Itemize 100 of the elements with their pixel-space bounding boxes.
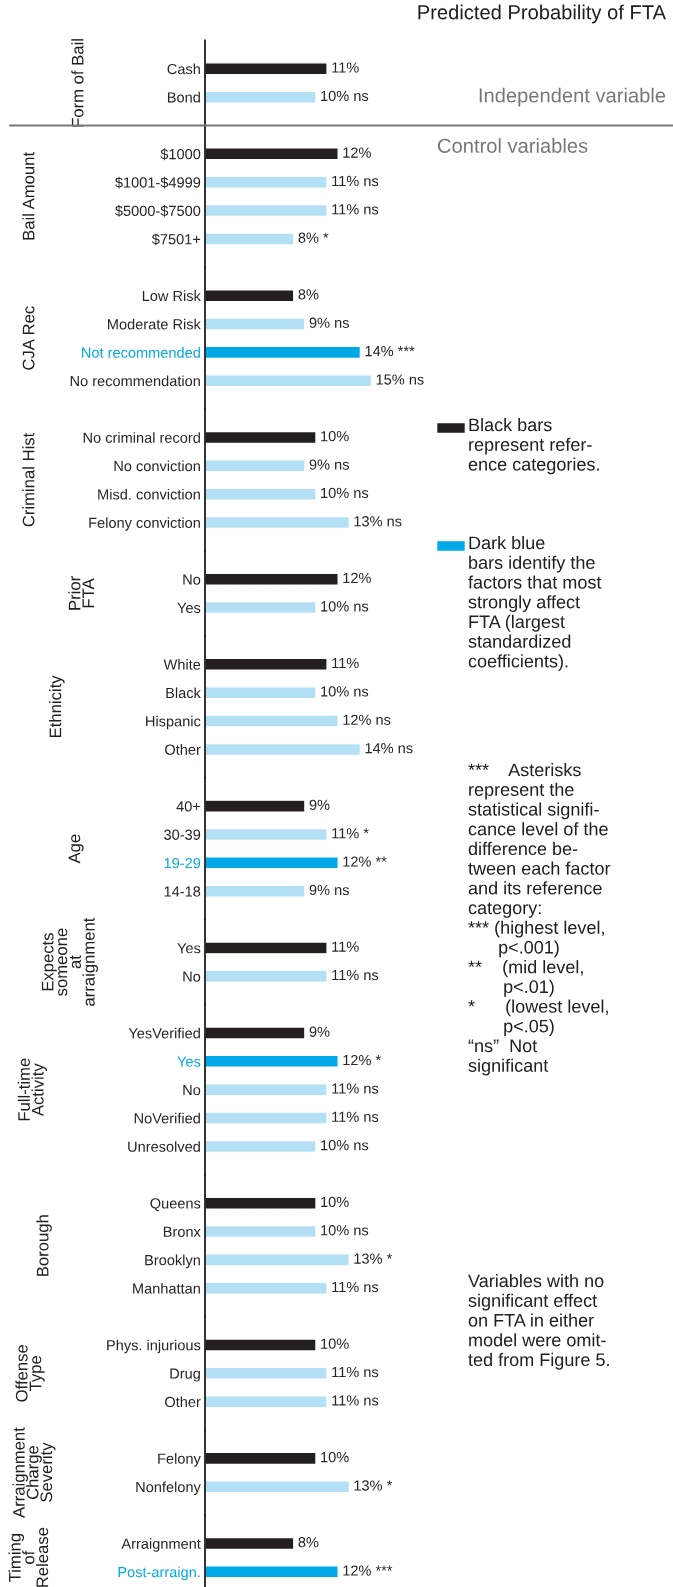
- data-label: 13% *: [354, 1480, 393, 1491]
- y-tick-label: No: [183, 574, 201, 585]
- data-label: 10% ns: [321, 1225, 369, 1236]
- y-tick-label: Bond: [167, 91, 200, 103]
- y-tick-label: Misd. conviction: [98, 488, 200, 500]
- y-tick-label: 19-29: [164, 857, 201, 869]
- text: Arraignment Charge Severity: [12, 1427, 56, 1518]
- data-label: 10%: [321, 1451, 349, 1463]
- y-tick-label: No: [183, 971, 201, 982]
- data-label: 8% *: [298, 232, 329, 243]
- y-tick-label: Felony conviction: [89, 517, 200, 531]
- data-label: 10% ns: [321, 686, 369, 697]
- y-tick-label: Bronx: [163, 1226, 201, 1237]
- data-label: 11%: [332, 62, 359, 73]
- y-tick-label: No conviction: [114, 460, 200, 472]
- y-tick-label: White: [163, 659, 201, 670]
- bar: [204, 714, 339, 728]
- text: Criminal Hist: [22, 432, 35, 527]
- data-label: 10% ns: [321, 487, 369, 499]
- data-label: 15% ns: [376, 374, 424, 385]
- y-tick-label: Other: [165, 1396, 201, 1408]
- text: Independent variable: [479, 87, 666, 107]
- data-label: 13% *: [354, 1253, 393, 1264]
- data-label: 10% ns: [321, 1140, 369, 1151]
- data-label: 11%: [332, 657, 359, 669]
- bar: [204, 742, 362, 757]
- y-tick-label: NoVerified: [134, 1112, 200, 1124]
- y-tick-label: $1001-$4999: [115, 176, 201, 189]
- y-tick-label: Arraignment: [121, 1538, 201, 1552]
- data-label: 11%: [332, 941, 359, 952]
- data-label: 12%: [343, 147, 371, 158]
- text: Age: [68, 834, 84, 864]
- y-tick-label: No criminal record: [83, 432, 200, 443]
- data-label: 12% *: [343, 1054, 381, 1066]
- text: Black bars represent refer- ence categories.: [468, 418, 599, 475]
- y-tick-label: Low Risk: [142, 290, 201, 302]
- data-label: 12% ***: [343, 1565, 393, 1576]
- data-label: 9% ns: [309, 317, 349, 328]
- y-tick-label: Brooklyn: [145, 1254, 200, 1269]
- data-label: 8%: [298, 1537, 319, 1548]
- y-tick-label: Drug: [170, 1368, 200, 1382]
- y-tick-label: No: [183, 1084, 201, 1096]
- y-tick-label: No recommendation: [70, 375, 200, 387]
- text: Offense Type: [15, 1345, 45, 1402]
- data-label: 10%: [321, 431, 349, 442]
- bar: [204, 1083, 328, 1097]
- data-label: 9% ns: [309, 884, 349, 896]
- y-tick-label: Moderate Risk: [108, 318, 201, 330]
- y-tick-label: $1000: [160, 148, 201, 161]
- text: Control variables: [438, 138, 588, 153]
- y-tick-label: Hispanic: [146, 715, 201, 730]
- data-label: 11% ns: [332, 1395, 379, 1406]
- text: Expects someone at arraignment: [41, 917, 99, 1006]
- bar: [204, 1111, 328, 1125]
- data-label: 11% ns: [332, 175, 379, 187]
- data-label: 11% ns: [332, 1111, 379, 1122]
- data-label: 13% ns: [354, 516, 402, 527]
- y-tick-label: 40+: [176, 801, 201, 812]
- data-label: 9%: [309, 799, 330, 811]
- bar: [204, 1054, 339, 1069]
- text: *** Asterisks represent the statistical signifi- cance level of the difference be- tween each factor and its reference category: *** (highest level, p<.001) ** (mid level, p<.01) * (lowest level, p<.05) “ns” Not significant: [468, 763, 611, 1076]
- bar: [204, 686, 317, 700]
- y-tick-label: Cash: [167, 63, 200, 75]
- y-tick-label: 30-39: [164, 829, 201, 840]
- text: Prior FTA: [68, 576, 95, 610]
- data-label: 10% ns: [321, 601, 369, 612]
- y-tick-label: Post-arraign.: [118, 1566, 200, 1581]
- data-label: 10%: [321, 1338, 349, 1349]
- y-tick-label: Phys. injurious: [107, 1339, 201, 1354]
- y-tick-label: 14-18: [164, 886, 201, 897]
- data-label: 14% ns: [365, 743, 413, 754]
- data-label: 10% ns: [321, 90, 369, 102]
- text: Full-time Activity: [17, 1058, 47, 1121]
- y-tick-label: Not recommended: [82, 347, 200, 358]
- text: Predicted Probability of FTA: [418, 4, 666, 24]
- y-tick-label: Black: [166, 687, 201, 699]
- data-label: 11% ns: [332, 1281, 379, 1293]
- data-label: 12% ns: [343, 714, 391, 725]
- y-tick-label: $5000-$7500: [115, 205, 201, 217]
- y-tick-label: YesVerified: [128, 1027, 200, 1039]
- bar: [204, 1139, 317, 1154]
- y-tick-label: Nonfelony: [136, 1481, 201, 1496]
- y-tick-label: Queens: [150, 1198, 201, 1212]
- y-tick-label: Yes: [177, 602, 201, 614]
- text: Dark blue bars identify the factors that most strongly affect FTA (largest standardized coefficients).: [468, 536, 602, 672]
- data-label: 12% **: [343, 856, 387, 867]
- data-label: 9% ns: [309, 459, 349, 470]
- data-label: 11% ns: [332, 204, 379, 215]
- text: Borough: [36, 1215, 52, 1276]
- text: Bail Amount: [22, 152, 35, 240]
- y-tick-label: $7501+: [151, 233, 201, 246]
- data-label: 11% ns: [332, 1083, 379, 1094]
- y-tick-label: Yes: [177, 1056, 201, 1067]
- data-label: 11% ns: [332, 1366, 379, 1378]
- y-tick-label: Other: [165, 744, 201, 755]
- y-tick-label: Unresolved: [128, 1141, 200, 1152]
- text: Timing of Release: [8, 1527, 49, 1587]
- data-label: 11% *: [332, 828, 369, 839]
- bar: [204, 317, 306, 331]
- text: CJA Rec: [22, 306, 35, 370]
